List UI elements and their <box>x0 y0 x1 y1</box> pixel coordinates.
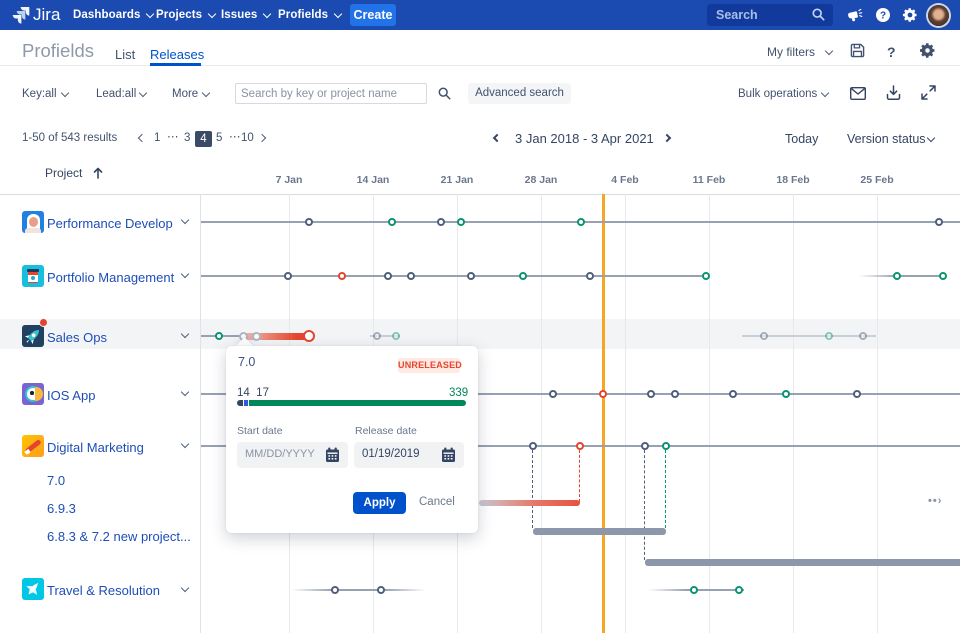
svg-text:?: ? <box>880 11 886 22</box>
